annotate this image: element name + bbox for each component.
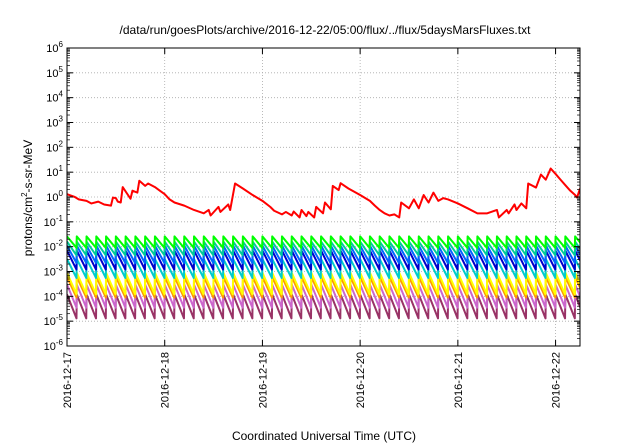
y-tick-label-base: 10 xyxy=(46,118,58,130)
y-tick-label-base: 10 xyxy=(44,217,56,229)
chart-title: /data/run/goesPlots/archive/2016-12-22/0… xyxy=(120,23,532,37)
y-tick-label: 103 xyxy=(46,115,63,130)
x-tick-label: 2016-12-17 xyxy=(62,352,74,408)
y-axis-label: protons/cm2-s-sr-MeV xyxy=(20,140,35,256)
y-tick-label-base: 10 xyxy=(46,43,58,55)
x-tick-label: 2016-12-18 xyxy=(160,352,172,408)
y-tick-label-exponent: 6 xyxy=(59,40,64,49)
y-tick-label: 104 xyxy=(46,90,63,105)
y-tick-label-exponent: -6 xyxy=(56,338,64,347)
y-tick-label: 10-6 xyxy=(44,338,64,353)
y-axis-label-prefix: protons/cm xyxy=(21,197,35,256)
y-tick-label-base: 10 xyxy=(44,267,56,279)
y-tick-label-base: 10 xyxy=(44,341,56,353)
y-tick-label-base: 10 xyxy=(46,142,58,154)
y-tick-label-base: 10 xyxy=(44,316,56,328)
y-tick-label-exponent: 4 xyxy=(59,90,64,99)
y-axis-label-sup: 2 xyxy=(20,192,29,197)
y-tick-label-exponent: -2 xyxy=(56,239,64,248)
y-tick-label: 10-3 xyxy=(44,264,64,279)
x-tick-label: 2016-12-20 xyxy=(355,352,367,408)
y-tick-label: 10-1 xyxy=(44,214,64,229)
y-tick-label: 101 xyxy=(46,164,63,179)
y-tick-label: 100 xyxy=(46,189,63,204)
series-group xyxy=(67,167,580,320)
y-tick-label-exponent: -1 xyxy=(56,214,64,223)
y-tick-label-exponent: 1 xyxy=(59,164,64,173)
y-tick-label-base: 10 xyxy=(44,291,56,303)
series-line xyxy=(67,235,580,249)
x-tick-label: 2016-12-22 xyxy=(551,352,563,408)
y-tick-label-exponent: 2 xyxy=(59,139,64,148)
y-tick-label-exponent: -4 xyxy=(56,288,64,297)
y-tick-label: 10-4 xyxy=(44,288,64,303)
y-tick-label-exponent: 5 xyxy=(59,65,64,74)
y-axis-label-suffix: -s-sr-MeV xyxy=(21,140,35,193)
y-tick-label-base: 10 xyxy=(44,242,56,254)
series-line xyxy=(67,167,580,219)
y-tick-label: 105 xyxy=(46,65,63,80)
x-axis: 2016-12-17 2016-12-18 2016-12-19 2016-12-20… xyxy=(62,48,563,408)
y-tick-label-base: 10 xyxy=(46,192,58,204)
y-tick-label-exponent: 0 xyxy=(59,189,64,198)
y-tick-label-base: 10 xyxy=(46,167,58,179)
y-tick-label-base: 10 xyxy=(46,93,58,105)
y-tick-label-base: 10 xyxy=(46,68,58,80)
y-tick-label: 10-2 xyxy=(44,239,64,254)
y-tick-label: 102 xyxy=(46,139,63,154)
y-axis: 10610510410310210110010-110-210-310-410-… xyxy=(44,40,580,353)
series-layer xyxy=(67,167,580,320)
y-tick-label-exponent: 3 xyxy=(59,115,64,124)
x-axis-label: Coordinated Universal Time (UTC) xyxy=(232,429,416,443)
y-tick-label: 10-5 xyxy=(44,313,64,328)
x-tick-label: 2016-12-19 xyxy=(257,352,269,408)
y-tick-label: 106 xyxy=(46,40,63,55)
x-tick-label: 2016-12-21 xyxy=(453,352,465,408)
y-tick-label-exponent: -3 xyxy=(56,264,64,273)
y-tick-label-exponent: -5 xyxy=(56,313,64,322)
